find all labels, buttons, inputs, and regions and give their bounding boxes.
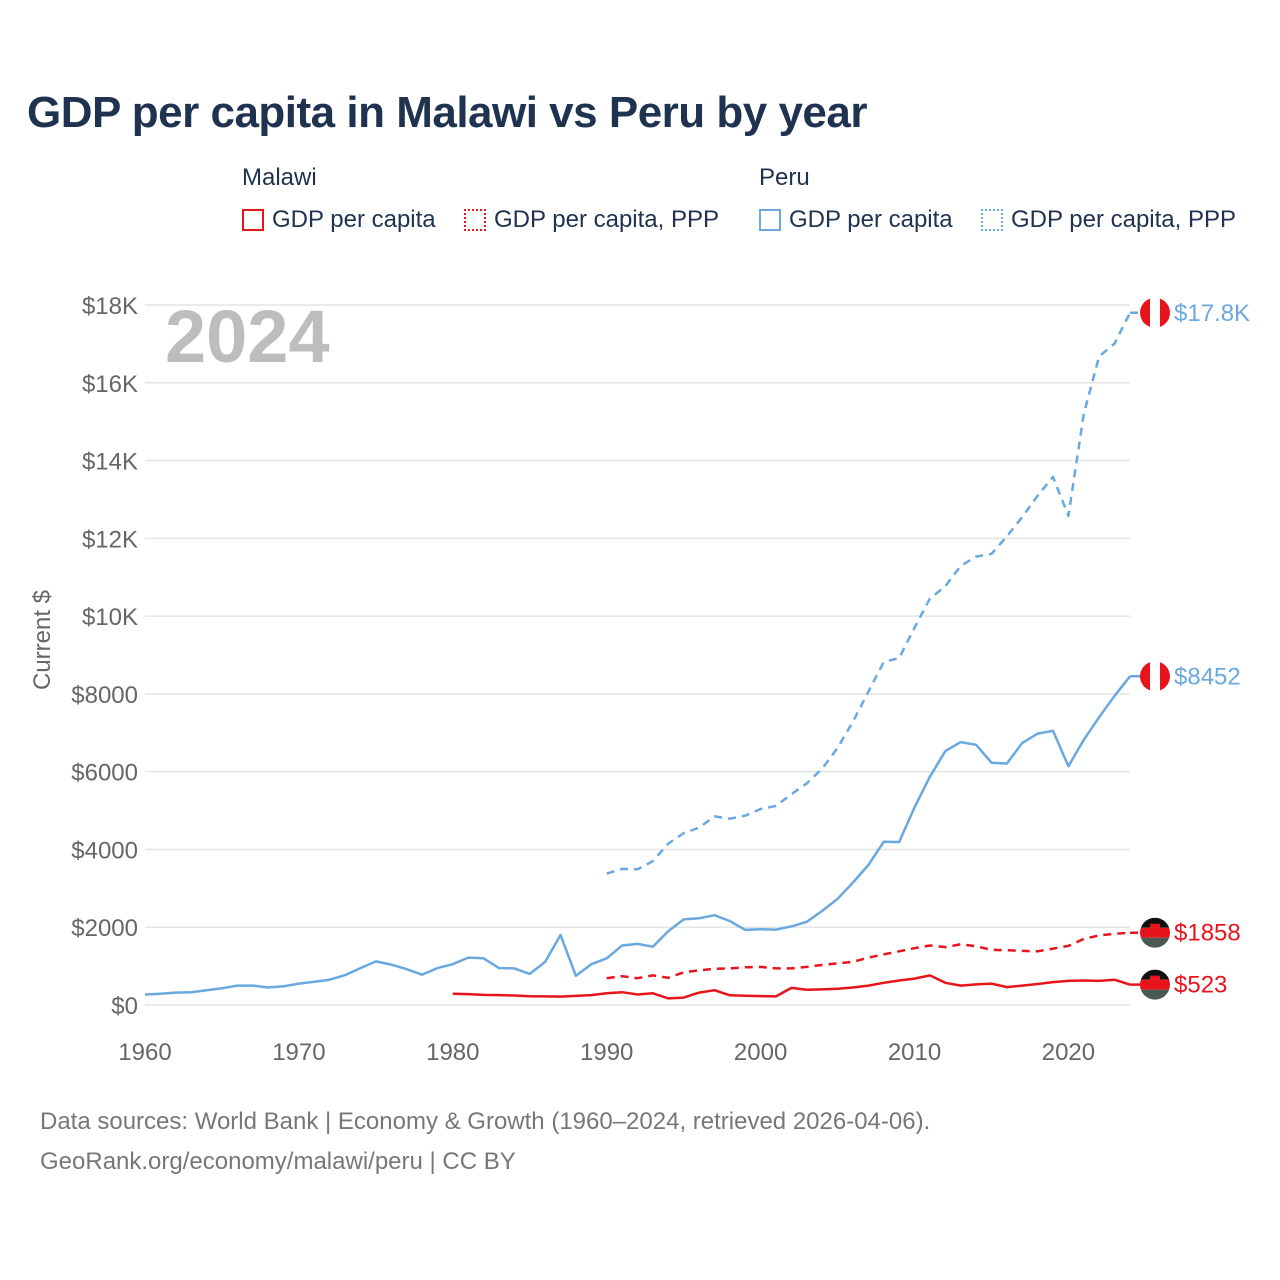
end-value-label: $17.8K [1174, 300, 1250, 327]
y-tick-label: $14K [82, 449, 138, 476]
y-tick-label: $12K [82, 526, 138, 553]
series-line-peru-gdp-per-capita-ppp [606, 312, 1132, 875]
legend-item-label: GDP per capita, PPP [494, 206, 719, 233]
legend-swatch-solid [242, 209, 264, 231]
x-tick-label: 1980 [426, 1039, 479, 1066]
y-tick-label: $4000 [71, 837, 138, 864]
malawi-flag-icon [1140, 969, 1170, 1000]
y-tick-label: $0 [111, 993, 138, 1020]
end-value-label: $523 [1174, 972, 1227, 999]
chart-title: GDP per capita in Malawi vs Peru by year [27, 88, 868, 137]
flag-band-black [1140, 917, 1170, 928]
end-value-label: $8452 [1174, 663, 1241, 690]
flag-band-red [1140, 979, 1170, 990]
end-value-label: $1858 [1174, 920, 1241, 947]
x-tick-label: 2000 [734, 1039, 787, 1066]
y-axis-label: Current $ [29, 590, 56, 690]
y-tick-label: $10K [82, 604, 138, 631]
y-tick-label: $8000 [71, 682, 138, 709]
y-tick-label: $16K [82, 371, 138, 398]
legend-group-peru: Peru [759, 164, 810, 191]
flag-band-red [1140, 297, 1150, 328]
line-chart: 2024 $0$2000$4000$6000$8000$10K$12K$14K$… [29, 293, 1250, 1066]
footer-credit[interactable]: GeoRank.org/economy/malawi/peru | CC BY [40, 1148, 516, 1175]
peru-flag-icon [1140, 297, 1170, 328]
legend-item-label: GDP per capita, PPP [1011, 206, 1236, 233]
flag-band-green [1140, 989, 1170, 1000]
flag-band-red [1160, 297, 1170, 328]
flag-body [1140, 917, 1170, 948]
legend-item-peru-gdp[interactable]: GDP per capita [759, 206, 953, 234]
legend-group-malawi: Malawi [242, 164, 317, 191]
y-tick-label: $6000 [71, 760, 138, 787]
legend-item-label: GDP per capita [272, 206, 436, 233]
y-tick-label: $2000 [71, 915, 138, 942]
legend-swatch-solid [759, 209, 781, 231]
peru-flag-icon [1140, 661, 1170, 692]
flag-sun [1150, 975, 1160, 980]
legend-item-malawi-gdp-ppp[interactable]: GDP per capita, PPP [464, 206, 719, 234]
footer-sources: Data sources: World Bank | Economy & Gro… [40, 1108, 931, 1135]
end-markers: $17.8K $8452 $1858 $523 [1130, 297, 1250, 1000]
gridlines [145, 304, 1130, 1006]
year-watermark: 2024 [165, 295, 330, 378]
x-tick-label: 1960 [118, 1039, 171, 1066]
legend-item-label: GDP per capita [789, 206, 953, 233]
series-line-malawi-gdp-per-capita-ppp [606, 931, 1131, 980]
series-line-malawi-gdp-per-capita [452, 974, 1131, 1000]
series-lines [144, 312, 1132, 1000]
legend-item-malawi-gdp[interactable]: GDP per capita [242, 206, 436, 234]
legend-swatch-dotted [981, 209, 1003, 231]
x-tick-label: 2020 [1042, 1039, 1095, 1066]
x-tick-label: 1990 [580, 1039, 633, 1066]
flag-band-red [1160, 661, 1170, 692]
flag-body [1140, 297, 1170, 328]
x-tick-label: 1970 [272, 1039, 325, 1066]
legend-swatch-dotted [464, 209, 486, 231]
legend-item-peru-gdp-ppp[interactable]: GDP per capita, PPP [981, 206, 1236, 234]
series-line-peru-gdp-per-capita [144, 675, 1131, 996]
x-tick-label: 2010 [888, 1039, 941, 1066]
flag-body [1140, 661, 1170, 692]
flag-body [1140, 969, 1170, 1000]
flag-band-red [1140, 927, 1170, 938]
flag-sun [1150, 923, 1160, 928]
y-axis-ticks: $0 $2000 $4000 $6000 $8000 $10K $12K $14K $16K $1… [71, 293, 138, 1020]
flag-band-green [1140, 937, 1170, 948]
y-tick-label: $18K [82, 293, 138, 320]
flag-band-black [1140, 969, 1170, 980]
malawi-flag-icon [1140, 917, 1170, 948]
x-axis-ticks: 1960 1970 1980 1990 2000 2010 2020 [118, 1039, 1095, 1066]
flag-band-red [1140, 661, 1150, 692]
